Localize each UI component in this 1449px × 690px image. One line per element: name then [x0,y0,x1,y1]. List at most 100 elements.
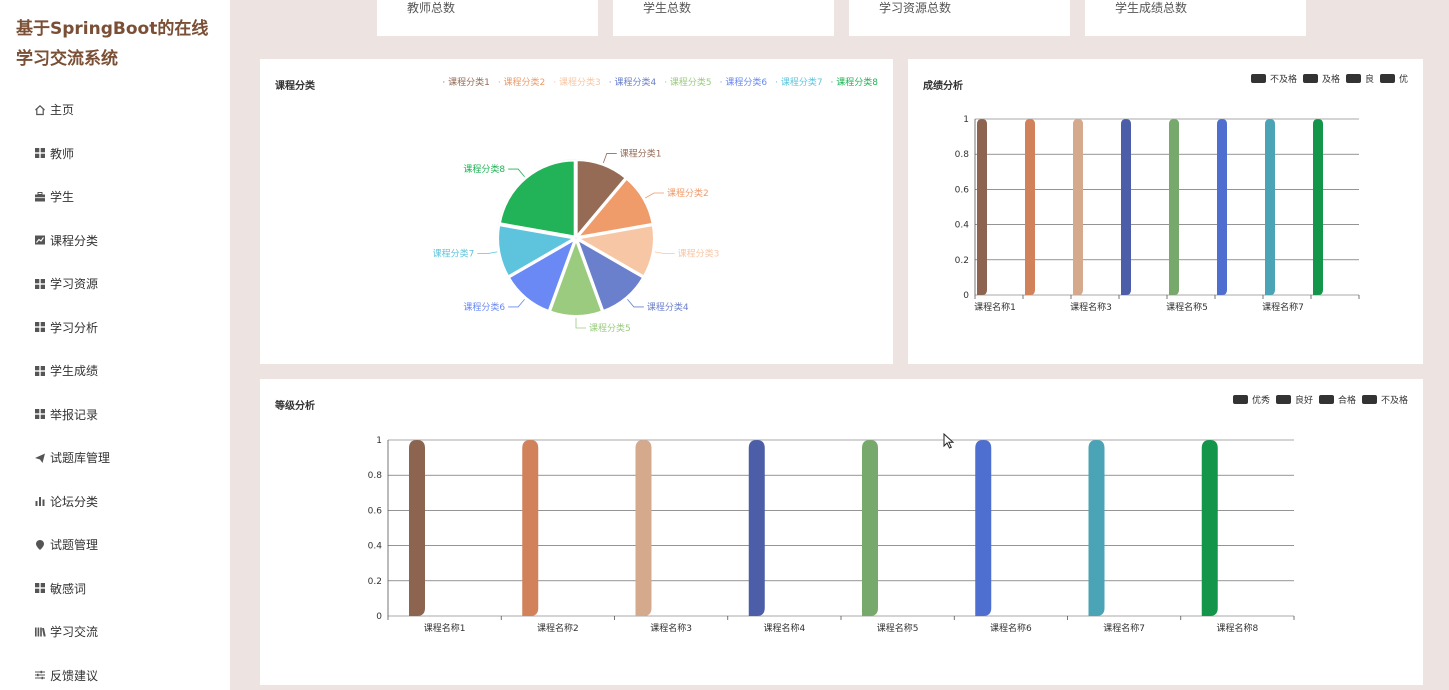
legend-label: 及格 [1321,75,1340,85]
legend-swatch [1345,74,1361,83]
y-tick-label: 0 [376,612,382,622]
sidebar-item-course-category[interactable]: 课程分类 [34,219,110,263]
stat-label: 教师总数 [407,1,456,15]
home-icon [35,104,45,115]
pie-slice-label: 课程分类4 [647,301,689,313]
bar[interactable] [1265,119,1275,295]
legend-item[interactable]: 合格 [1318,393,1356,406]
bar[interactable] [862,440,878,616]
legend-item[interactable]: 不及格 [1250,72,1297,85]
panel-title: 等级分析 [275,401,315,412]
sidebar-item-label: 反馈建议 [50,668,99,683]
pie-legend-item[interactable]: · 课程分类1 [442,78,490,88]
sidebar-item-teacher[interactable]: 教师 [34,132,110,176]
sidebar-item-reports[interactable]: 举报记录 [34,393,110,437]
stat-card-scores: 学生成绩总数 [1085,0,1306,36]
sidebar-item-resources[interactable]: 学习资源 [34,262,110,306]
sidebar-item-sensitive-words[interactable]: 敏感词 [34,567,110,611]
pie-label-line [575,318,586,329]
pie-legend-item[interactable]: · 课程分类6 [719,78,768,88]
legend-item[interactable]: 良 [1345,72,1374,85]
legend-item[interactable]: 良好 [1275,393,1313,406]
pie-slice-label: 课程分类7 [433,248,475,260]
sidebar: 基于SpringBoot的在线学习交流系统 主页 教师 学生 课程分类 学习资源… [0,0,230,690]
y-tick-label: 1 [376,436,382,446]
legend-label: 优 [1398,75,1408,85]
pie-slice[interactable] [498,159,576,238]
stat-card-students: 学生总数 [613,0,834,36]
grid-icon [35,409,45,420]
bar[interactable] [409,440,425,616]
pie-legend-item[interactable]: · 课程分类3 [553,78,601,88]
pie-slice[interactable] [549,239,603,317]
pie-slice-label: 课程分类6 [463,301,505,313]
sidebar-item-student[interactable]: 学生 [34,175,110,219]
legend-swatch [1361,395,1377,404]
course-category-panel: 课程分类 · 课程分类1 · 课程分类2 · 课程分类3 · 课程分类4 · 课程分类5… [260,59,893,364]
legend-swatch [1232,395,1248,404]
pie-slice[interactable] [576,224,655,278]
sidebar-item-exchange[interactable]: 学习交流 [34,610,110,654]
grade-analysis-panel: 成绩分析 不及格 及格 良 优 0 0.2 0.4 0.6 0.8 1 课程名称1 课程名称3 课程名… [908,59,1423,364]
sidebar-item-questions[interactable]: 试题管理 [34,523,110,567]
pie-slice[interactable] [507,238,576,312]
sidebar-item-label: 论坛分类 [50,494,99,509]
pie-legend-item[interactable]: · 课程分类8 [830,78,878,88]
x-tick-label: 课程名称5 [1166,301,1208,313]
send-icon [35,453,45,463]
bar[interactable] [1313,119,1323,295]
x-tick-label: 课程名称3 [650,622,692,634]
sidebar-item-scores[interactable]: 学生成绩 [34,349,110,393]
sidebar-item-question-bank[interactable]: 试题库管理 [34,436,110,480]
pie-slice-label: 课程分类3 [678,248,720,260]
sidebar-item-label: 主页 [50,103,75,118]
pie-legend-item[interactable]: · 课程分类2 [497,78,546,88]
bar[interactable] [977,119,987,295]
sidebar-item-label: 举报记录 [50,407,99,422]
legend-swatch [1275,395,1291,404]
stat-card-teachers: 教师总数 [377,0,598,36]
sidebar-item-analysis[interactable]: 学习分析 [34,306,110,350]
bar[interactable] [1201,440,1218,616]
legend-swatch [1250,74,1266,83]
sidebar-item-label: 敏感词 [50,581,87,596]
y-tick-label: 0.4 [368,542,383,552]
legend-item[interactable]: 优 [1379,72,1408,85]
pie-slice[interactable] [497,224,576,278]
pie-slice-label: 课程分类8 [463,163,505,175]
sidebar-item-label: 学生成绩 [50,364,99,379]
pie-slice[interactable] [576,177,654,238]
sidebar-item-home[interactable]: 主页 [34,88,110,132]
bar[interactable] [1217,119,1227,295]
legend-item[interactable]: 不及格 [1361,393,1408,406]
x-tick-label: 课程名称7 [1262,301,1304,313]
bar[interactable] [522,440,539,616]
bar[interactable] [1088,440,1105,616]
bar[interactable] [1073,119,1083,295]
pie-slice[interactable] [575,159,627,238]
pie-slice[interactable] [576,238,645,312]
bar[interactable] [1169,119,1179,295]
bar[interactable] [635,440,652,616]
sidebar-item-feedback[interactable]: 反馈建议 [34,654,110,690]
stat-label: 学生总数 [643,1,692,15]
bar[interactable] [1121,119,1131,295]
pie-legend-item[interactable]: · 课程分类4 [608,78,657,88]
legend-label: 优秀 [1251,396,1270,406]
sidebar-item-label: 教师 [50,146,75,161]
legend-item[interactable]: 及格 [1302,72,1340,85]
library-icon [35,627,46,637]
pie-slice-label: 课程分类1 [620,147,662,159]
y-tick-label: 1 [963,115,969,125]
legend-item[interactable]: 优秀 [1232,393,1270,406]
y-tick-label: 0.2 [955,256,969,266]
sidebar-item-label: 课程分类 [50,233,99,248]
sidebar-item-forum-category[interactable]: 论坛分类 [34,480,110,524]
bar[interactable] [748,440,765,616]
pie-legend-item[interactable]: · 课程分类5 [664,78,712,88]
sidebar-item-label: 学习分析 [50,320,99,335]
x-tick-label: 课程名称1 [424,622,466,634]
pie-legend-item[interactable]: · 课程分类7 [775,78,823,88]
bar[interactable] [975,440,992,616]
bar[interactable] [1025,119,1035,295]
